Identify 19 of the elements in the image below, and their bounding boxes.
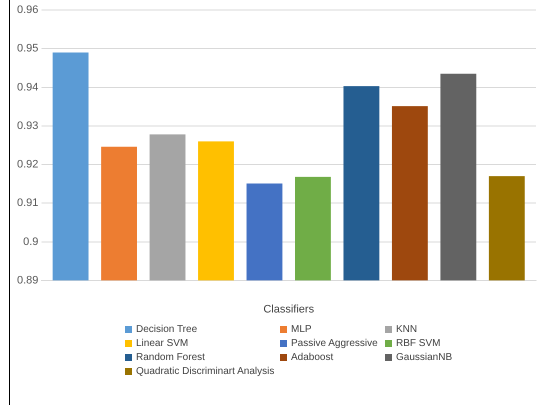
legend-label: Adaboost: [291, 352, 334, 363]
legend-label: Decision Tree: [136, 324, 198, 335]
legend-label: Linear SVM: [136, 338, 188, 349]
y-tick-label: 0.95: [16, 42, 38, 55]
legend-label: Quadratic Discriminart Analysis: [136, 366, 274, 377]
legend-label: KNN: [396, 324, 418, 335]
y-tick-label: 0.9: [23, 236, 38, 248]
legend-label: RBF SVM: [396, 338, 440, 349]
y-tick-label: 0.94: [16, 81, 38, 94]
legend-label: Passive Aggressive: [291, 338, 378, 349]
y-tick-label: 0.89: [16, 274, 38, 286]
y-tick-label: 0.96: [16, 4, 38, 16]
y-tick-label: 0.92: [16, 158, 38, 171]
y-tick-label: 0.91: [16, 197, 38, 210]
legend-label: GaussianNB: [396, 352, 452, 363]
y-tick-label: 0.93: [16, 120, 38, 132]
x-axis-title: Classifiers: [263, 303, 315, 316]
legend-label: MLP: [291, 324, 312, 335]
legend-label: Random Forest: [136, 352, 205, 363]
